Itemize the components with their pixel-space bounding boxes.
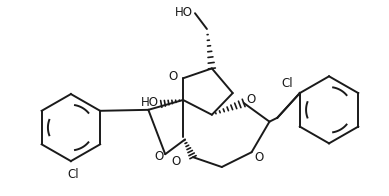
Text: O: O [154, 150, 163, 163]
Text: O: O [254, 151, 264, 164]
Text: HO: HO [141, 96, 159, 109]
Text: O: O [169, 70, 178, 83]
Text: Cl: Cl [282, 77, 293, 90]
Text: HO: HO [175, 6, 193, 19]
Text: O: O [172, 155, 181, 168]
Text: O: O [247, 93, 256, 106]
Text: Cl: Cl [67, 168, 79, 181]
